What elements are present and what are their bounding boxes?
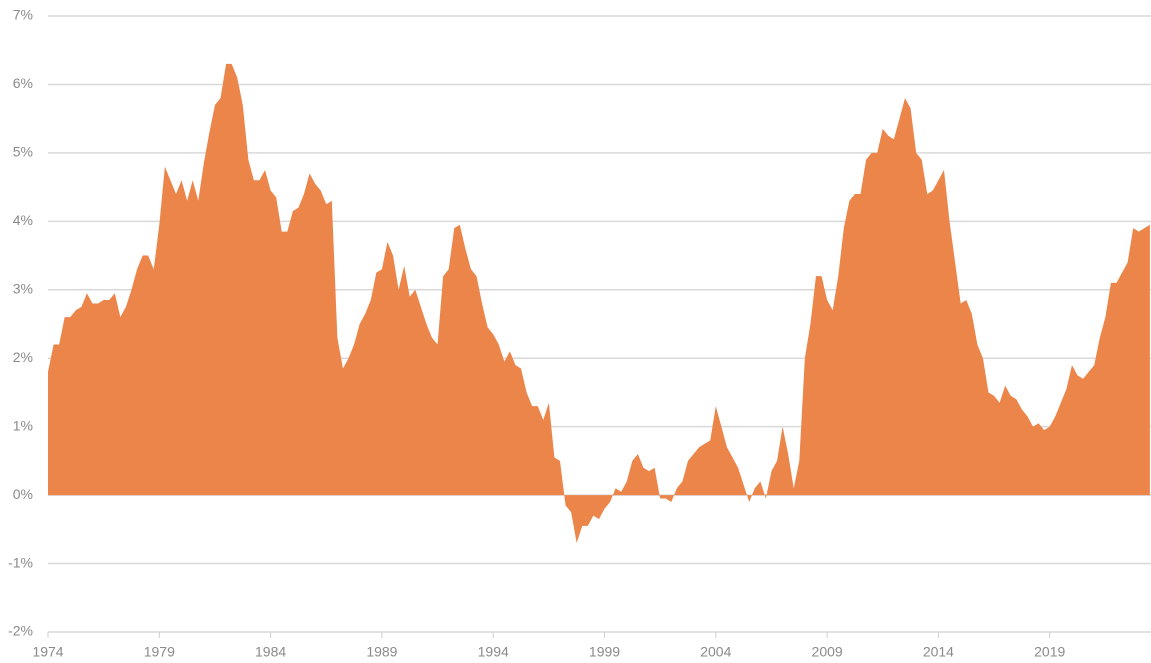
x-tick-label: 1984: [255, 644, 286, 660]
y-tick-label: 7%: [13, 7, 33, 23]
y-tick-label: -1%: [8, 554, 33, 570]
y-tick-label: 5%: [13, 144, 33, 160]
x-tick-label: 1979: [144, 644, 175, 660]
x-tick-label: 2014: [923, 644, 954, 660]
y-tick-label: 2%: [13, 349, 33, 365]
x-tick-label: 2019: [1034, 644, 1065, 660]
x-tick-label: 1989: [366, 644, 397, 660]
x-tick-label: 1974: [32, 644, 63, 660]
y-tick-label: 1%: [13, 417, 33, 433]
x-tick-label: 1994: [478, 644, 509, 660]
x-tick-label: 2004: [700, 644, 731, 660]
y-tick-label: 4%: [13, 212, 33, 228]
x-tick-label: 2009: [812, 644, 843, 660]
y-tick-label: 3%: [13, 280, 33, 296]
x-tick-label: 1999: [589, 644, 620, 660]
area: [48, 63, 1150, 544]
y-tick-label: -2%: [8, 623, 33, 639]
y-tick-label: 6%: [13, 75, 33, 91]
y-tick-label: 0%: [13, 486, 33, 502]
